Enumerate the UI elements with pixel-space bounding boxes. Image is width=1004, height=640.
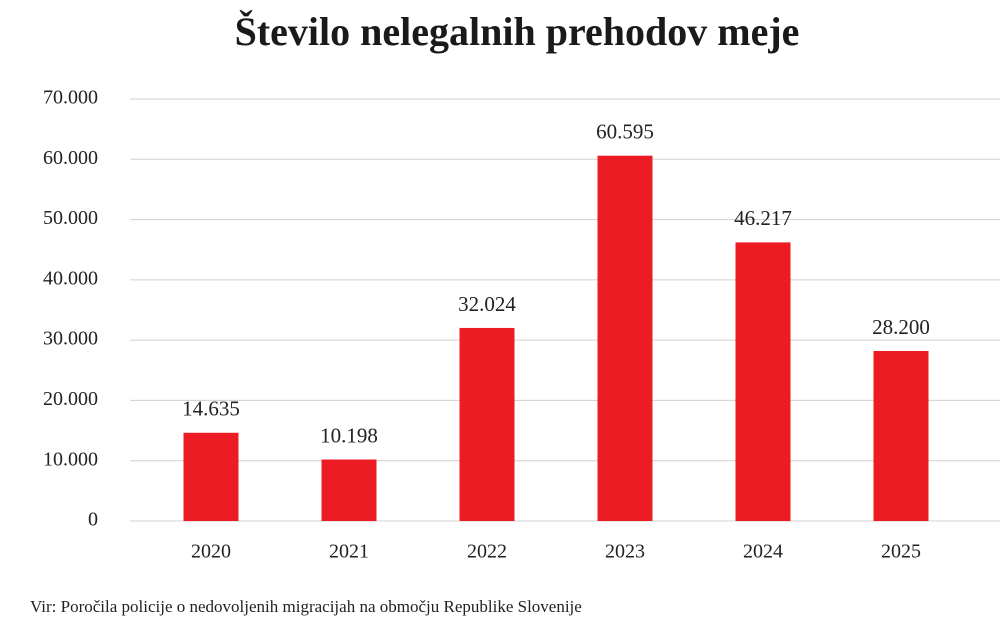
y-tick-label: 60.000 — [43, 147, 98, 169]
y-tick-label: 70.000 — [43, 87, 98, 109]
y-tick-label: 10.000 — [43, 448, 98, 470]
x-tick-label: 2022 — [467, 541, 507, 563]
chart-title: Število nelegalnih prehodov meje — [235, 9, 800, 54]
x-tick-label: 2021 — [329, 541, 369, 563]
source-note: Vir: Poročila policije o nedovoljenih mi… — [30, 597, 582, 616]
bar — [597, 155, 653, 521]
y-tick-label: 40.000 — [43, 267, 98, 289]
y-tick-label: 50.000 — [43, 207, 98, 229]
bar — [183, 432, 239, 521]
bar — [459, 327, 515, 521]
value-label: 28.200 — [872, 315, 930, 339]
x-tick-label: 2023 — [605, 541, 645, 563]
x-tick-label: 2020 — [191, 541, 231, 563]
y-tick-label: 0 — [88, 509, 98, 531]
bar — [735, 242, 791, 522]
value-label: 46.217 — [734, 206, 792, 230]
x-tick-label: 2025 — [881, 541, 921, 563]
y-tick-label: 30.000 — [43, 328, 98, 350]
value-label: 14.635 — [182, 397, 240, 421]
value-label: 60.595 — [596, 120, 654, 144]
bar — [873, 350, 929, 521]
bar — [321, 459, 377, 521]
x-tick-label: 2024 — [743, 541, 783, 563]
value-label: 32.024 — [458, 292, 516, 316]
value-label: 10.198 — [320, 423, 378, 447]
y-tick-label: 20.000 — [43, 388, 98, 410]
